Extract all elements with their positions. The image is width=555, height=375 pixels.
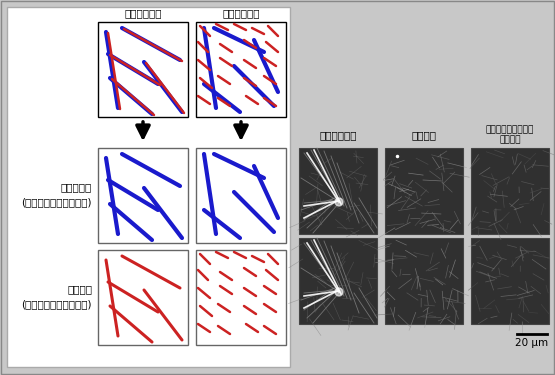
Bar <box>385 148 463 234</box>
Text: (ミオシンフィラメント): (ミオシンフィラメント) <box>22 198 92 207</box>
Text: 暗視野観察: 暗視野観察 <box>60 183 92 192</box>
Bar <box>471 238 549 324</box>
Text: 弛緩状態: 弛緩状態 <box>500 135 521 144</box>
Text: 弛緩状態: 弛緩状態 <box>411 130 436 140</box>
Bar <box>299 148 377 234</box>
Bar <box>7 7 290 367</box>
Bar <box>196 250 286 345</box>
Text: トゥイッチンがない: トゥイッチンがない <box>486 125 534 134</box>
Bar <box>196 22 286 117</box>
Text: 20 μm: 20 μm <box>516 338 548 348</box>
Text: 結合した状態: 結合した状態 <box>124 8 162 18</box>
Text: (アクチンフィラメント): (アクチンフィラメント) <box>22 300 92 309</box>
Bar <box>299 238 377 324</box>
Text: 解離した状態: 解離した状態 <box>222 8 260 18</box>
Text: キャッチ状態: キャッチ状態 <box>319 130 357 140</box>
Bar <box>196 148 286 243</box>
Bar <box>385 238 463 324</box>
Bar <box>98 148 188 243</box>
Circle shape <box>335 198 343 206</box>
Text: 蚍光観察: 蚍光観察 <box>67 285 92 294</box>
Bar <box>471 148 549 234</box>
Bar <box>98 250 188 345</box>
Bar <box>98 22 188 117</box>
Circle shape <box>335 288 343 296</box>
